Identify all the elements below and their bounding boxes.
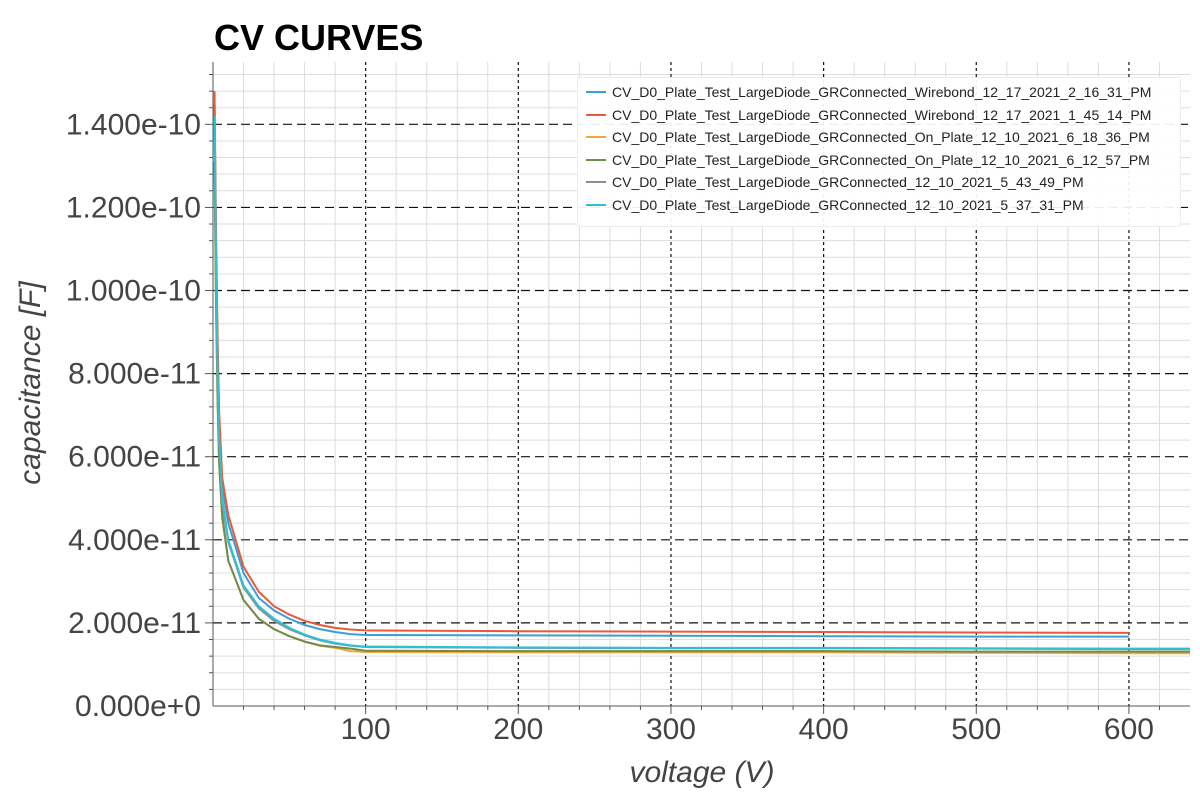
legend-swatch-3 <box>586 136 606 139</box>
legend-item-2: CV_D0_Plate_Test_LargeDiode_GRConnected_… <box>586 104 1180 127</box>
legend-label-1: CV_D0_Plate_Test_LargeDiode_GRConnected_… <box>612 84 1152 101</box>
legend-swatch-2 <box>586 113 606 116</box>
legend-swatch-1 <box>586 91 606 94</box>
legend-label-5: CV_D0_Plate_Test_LargeDiode_GRConnected_… <box>612 174 1084 191</box>
x-tick-label-100: 100 <box>341 713 391 746</box>
legend-item-4: CV_D0_Plate_Test_LargeDiode_GRConnected_… <box>586 149 1180 172</box>
legend-swatch-6 <box>586 203 606 206</box>
legend-label-6: CV_D0_Plate_Test_LargeDiode_GRConnected_… <box>612 196 1084 213</box>
y-tick-label-1.000e-10: 1.000e-10 <box>66 275 201 308</box>
y-axis-title: capacitance [F] <box>14 281 47 485</box>
legend-item-5: CV_D0_Plate_Test_LargeDiode_GRConnected_… <box>586 171 1180 194</box>
y-tick-label-4.000e-11: 4.000e-11 <box>68 524 201 557</box>
series-line-6 <box>213 115 1190 650</box>
y-tick-label-1.400e-10: 1.400e-10 <box>66 108 201 141</box>
series-line-3 <box>213 165 1190 655</box>
tick-labels: 100 200 300 400 500 600 0.000e+0 2.000e-11 4.000… <box>66 108 1154 746</box>
legend-label-3: CV_D0_Plate_Test_LargeDiode_GRConnected_… <box>612 129 1150 146</box>
legend-item-3: CV_D0_Plate_Test_LargeDiode_GRConnected_… <box>586 126 1180 149</box>
x-tick-label-600: 600 <box>1104 713 1154 746</box>
legend-item-1: CV_D0_Plate_Test_LargeDiode_GRConnected_… <box>586 81 1180 104</box>
series-layer <box>213 91 1190 655</box>
y-tick-label-1.200e-10: 1.200e-10 <box>66 191 201 224</box>
minor-grid <box>213 62 1190 706</box>
y-tick-label-0.000e+0: 0.000e+0 <box>75 690 201 723</box>
y-tick-label-2.000e-11: 2.000e-11 <box>68 607 201 640</box>
x-axis-title: voltage (V) <box>629 756 774 789</box>
legend-label-4: CV_D0_Plate_Test_LargeDiode_GRConnected_… <box>612 151 1150 168</box>
x-tick-label-500: 500 <box>951 713 1001 746</box>
y-tick-label-8.000e-11: 8.000e-11 <box>68 358 201 391</box>
legend-label-2: CV_D0_Plate_Test_LargeDiode_GRConnected_… <box>612 106 1152 123</box>
axes-layer <box>205 62 1190 714</box>
chart-title: CV CURVES <box>214 17 424 58</box>
x-tick-label-300: 300 <box>646 713 696 746</box>
x-tick-label-200: 200 <box>493 713 543 746</box>
legend: CV_D0_Plate_Test_LargeDiode_GRConnected_… <box>577 77 1181 227</box>
legend-swatch-4 <box>586 158 606 161</box>
legend-swatch-5 <box>586 181 606 184</box>
y-tick-label-6.000e-11: 6.000e-11 <box>68 441 201 474</box>
x-tick-label-400: 400 <box>799 713 849 746</box>
legend-item-6: CV_D0_Plate_Test_LargeDiode_GRConnected_… <box>586 194 1180 217</box>
